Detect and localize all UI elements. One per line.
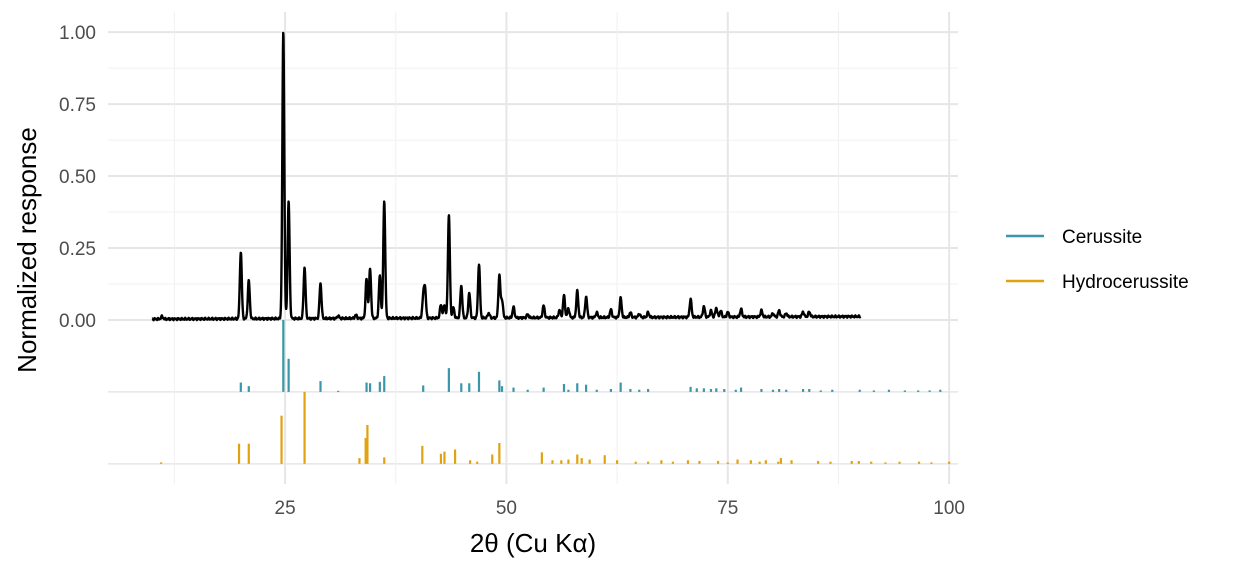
series-cerussite [239,319,942,392]
plot-panel [108,12,958,484]
y-axis-title: Normalized response [12,127,42,373]
y-tick-label: 0.50 [59,167,96,188]
x-tick-label: 75 [717,498,738,519]
x-axis: 25 50 75 100 [275,498,965,519]
x-tick-label: 25 [275,498,296,519]
legend-label: Cerussite [1062,227,1142,248]
x-tick-label: 100 [933,498,965,519]
legend: Cerussite Hydrocerussite [1006,227,1189,293]
x-axis-title: 2θ (Cu Kα) [470,528,596,558]
y-tick-label: 0.75 [59,95,96,116]
y-tick-label: 1.00 [59,23,96,44]
x-tick-label: 50 [496,498,517,519]
legend-label: Hydrocerussite [1062,272,1189,293]
y-tick-label: 0.00 [59,311,96,332]
measured-pattern-line [151,31,862,322]
y-axis: 0.00 0.25 0.50 0.75 1.00 [59,23,96,332]
y-tick-label: 0.25 [59,239,96,260]
series-hydrocerussite [160,391,951,464]
